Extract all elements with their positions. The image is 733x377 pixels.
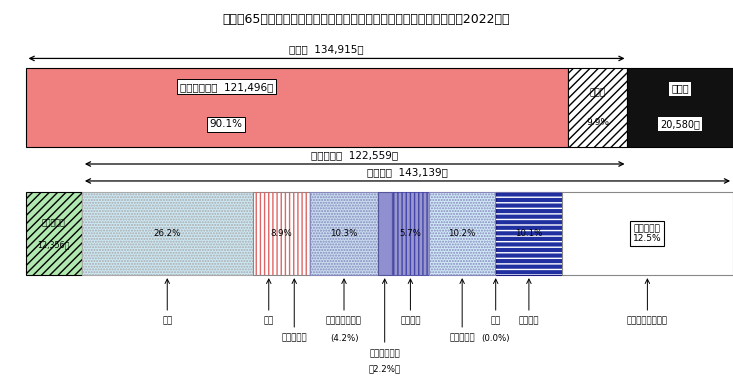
Bar xyxy=(496,192,561,275)
Bar xyxy=(392,192,429,275)
Text: 図２　65歳以上の単身無職世帯（高齢単身無職世帯）の家計収支　－2022年－: 図２ 65歳以上の単身無職世帯（高齢単身無職世帯）の家計収支 －2022年－ xyxy=(223,13,510,26)
Text: 交通・通信: 交通・通信 xyxy=(449,334,475,343)
Text: 教養娯楽: 教養娯楽 xyxy=(519,317,539,326)
Bar xyxy=(253,192,311,275)
Text: 非消費支出: 非消費支出 xyxy=(42,218,66,227)
Text: 20,580円: 20,580円 xyxy=(660,120,700,129)
Bar xyxy=(627,68,733,147)
Text: うち交際費
12.5%: うち交際費 12.5% xyxy=(633,224,662,244)
Bar xyxy=(82,192,253,275)
Text: 住居: 住居 xyxy=(264,317,274,326)
Text: 不足分: 不足分 xyxy=(671,84,689,93)
Bar xyxy=(253,192,311,275)
Text: 26.2%: 26.2% xyxy=(153,229,181,238)
Text: (0.0%): (0.0%) xyxy=(482,334,510,343)
Text: 実収入  134,915円: 実収入 134,915円 xyxy=(290,44,364,54)
Text: 10.1%: 10.1% xyxy=(515,229,542,238)
Text: 8.9%: 8.9% xyxy=(270,229,292,238)
Bar xyxy=(496,192,561,275)
Text: 22.3%: 22.3% xyxy=(634,229,661,238)
Bar xyxy=(392,192,429,275)
Text: 消費支出  143,139円: 消費支出 143,139円 xyxy=(367,167,448,177)
Bar xyxy=(26,192,82,275)
Text: 社会保障給付  121,496円: 社会保障給付 121,496円 xyxy=(180,82,273,92)
Text: （2.2%）: （2.2%） xyxy=(369,364,401,373)
Text: 12,356円: 12,356円 xyxy=(37,241,70,250)
Text: (4.2%): (4.2%) xyxy=(330,334,358,343)
Text: 被服及び履物: 被服及び履物 xyxy=(369,349,400,358)
Text: 保健医療: 保健医療 xyxy=(400,317,421,326)
Bar xyxy=(311,192,377,275)
Text: 5.7%: 5.7% xyxy=(399,229,421,238)
Text: 10.2%: 10.2% xyxy=(449,229,476,238)
Bar xyxy=(429,192,496,275)
Bar xyxy=(377,192,392,275)
Text: 可処分所得  122,559円: 可処分所得 122,559円 xyxy=(311,150,398,160)
Text: 家具・家事用品: 家具・家事用品 xyxy=(326,317,362,326)
Text: 90.1%: 90.1% xyxy=(210,120,243,129)
Text: その他: その他 xyxy=(589,88,605,97)
Bar xyxy=(568,68,627,147)
Text: 食料: 食料 xyxy=(162,317,172,326)
Text: その他の消費支出: その他の消費支出 xyxy=(627,317,668,326)
Bar xyxy=(26,68,568,147)
Bar xyxy=(561,192,733,275)
Text: 9.9%: 9.9% xyxy=(586,118,609,127)
Text: 光熱・水道: 光熱・水道 xyxy=(281,334,307,343)
Text: 10.3%: 10.3% xyxy=(331,229,358,238)
Text: 教育: 教育 xyxy=(490,317,501,326)
